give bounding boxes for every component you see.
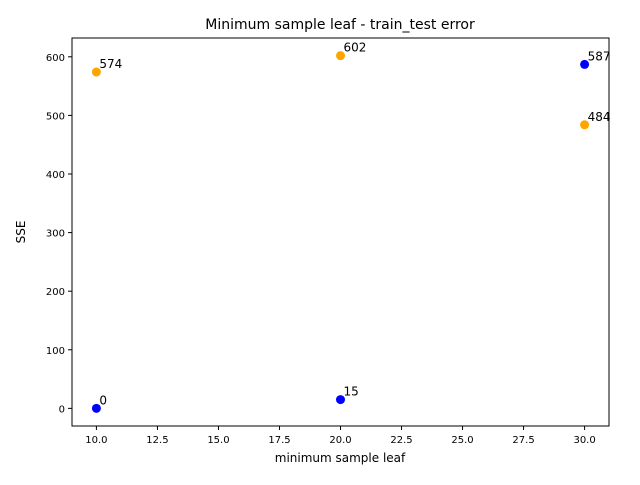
y-tick-label: 400	[46, 170, 65, 181]
x-tick-label: 20.0	[329, 435, 351, 446]
x-tick-label: 27.5	[512, 435, 534, 446]
data-label: 587	[588, 49, 611, 63]
plot-frame	[71, 37, 610, 427]
data-label: 484	[588, 110, 611, 124]
x-tick-label: 17.5	[268, 435, 290, 446]
data-point	[580, 120, 590, 130]
x-tick-label: 12.5	[146, 435, 168, 446]
y-tick-label: 0	[59, 404, 65, 415]
data-label: 602	[344, 41, 367, 55]
data-label: 0	[99, 393, 107, 407]
y-tick-label: 600	[46, 53, 65, 64]
y-tick-label: 200	[46, 287, 65, 298]
data-point	[91, 67, 101, 77]
chart-title: Minimum sample leaf - train_test error	[205, 17, 475, 33]
y-axis-label: SSE	[14, 221, 28, 244]
x-tick-label: 25.0	[451, 435, 473, 446]
x-tick-label: 30.0	[573, 435, 595, 446]
data-label: 15	[344, 385, 359, 399]
x-axis-label: minimum sample leaf	[275, 451, 406, 465]
x-tick-label: 22.5	[390, 435, 412, 446]
data-point	[580, 59, 590, 69]
x-tick-label: 15.0	[207, 435, 229, 446]
x-tick-label: 10.0	[85, 435, 107, 446]
data-point	[91, 403, 101, 413]
y-tick-label: 500	[46, 111, 65, 122]
data-point	[336, 395, 345, 405]
y-tick-label: 100	[46, 346, 65, 357]
y-tick-label: 300	[46, 229, 65, 240]
plot-area: 10.0 12.5 15.0 17.5 20.0 22.5 25.0 27.5 30.0 0 100…	[46, 41, 611, 446]
data-point	[336, 51, 345, 61]
data-label: 574	[99, 57, 122, 71]
